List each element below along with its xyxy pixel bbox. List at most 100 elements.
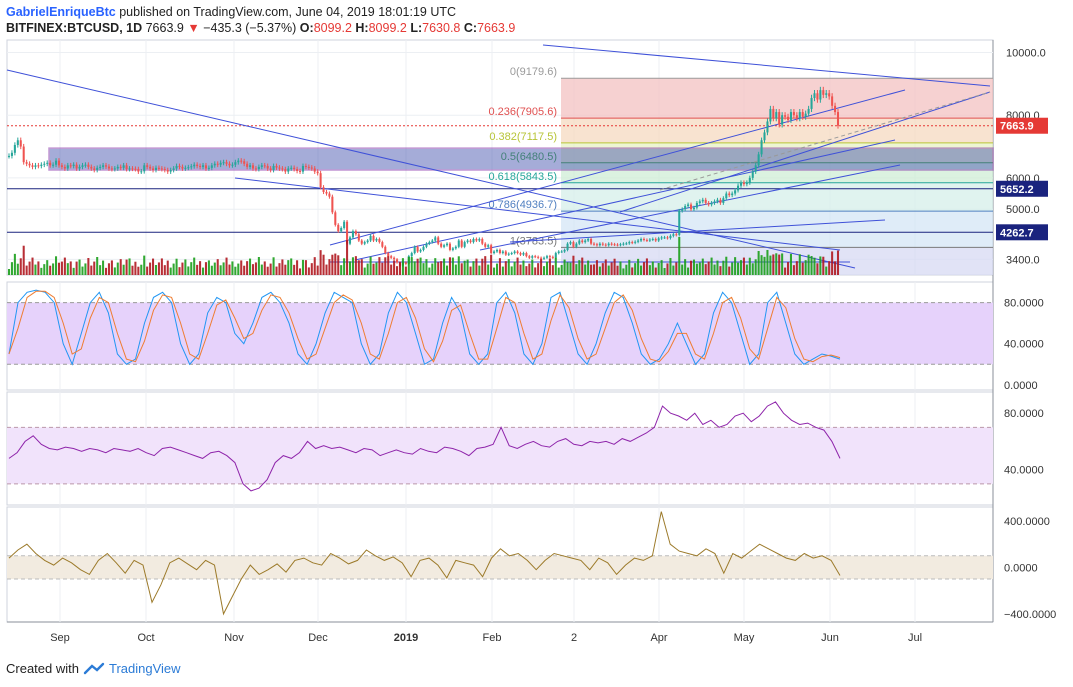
- volume-bar: [93, 261, 96, 275]
- candle-body: [613, 244, 616, 246]
- candle-body: [663, 237, 666, 239]
- volume-bar: [448, 257, 451, 275]
- candle-body: [487, 245, 490, 247]
- volume-bar: [96, 257, 99, 275]
- candle-body: [246, 163, 249, 167]
- volume-bar: [437, 262, 440, 275]
- volume-bar: [634, 263, 637, 275]
- down-arrow-icon: ▼: [187, 21, 200, 35]
- volume-bar: [119, 259, 122, 275]
- chart-canvas[interactable]: Sep Oct Nov Dec 2019 Feb 2 Apr May Jun Jul 3400.0 50…: [0, 0, 1073, 660]
- volume-bar: [795, 261, 798, 275]
- tradingview-brand[interactable]: TradingView: [108, 661, 181, 676]
- candle-body: [831, 96, 834, 106]
- candle-body: [757, 154, 760, 166]
- volume-bar: [66, 263, 69, 275]
- candle-body: [43, 163, 46, 165]
- fib-zone: [561, 118, 993, 143]
- volume-bar: [604, 259, 607, 275]
- candle-body: [734, 190, 737, 194]
- volume-bar: [193, 257, 196, 275]
- candle-body: [416, 246, 419, 252]
- volume-bar: [510, 266, 513, 275]
- candle-body: [284, 169, 287, 172]
- volume-bar: [763, 256, 766, 275]
- candle-body: [628, 242, 631, 244]
- candle-body: [163, 169, 166, 171]
- candle-body: [393, 257, 396, 260]
- volume-bar: [204, 262, 207, 275]
- candle-body: [460, 240, 463, 247]
- volume-bar: [672, 265, 675, 275]
- volume-bar: [102, 260, 105, 275]
- volume-bar: [372, 263, 375, 275]
- volume-bar: [542, 266, 546, 275]
- volume-bar: [334, 253, 337, 275]
- volume-bar: [122, 264, 125, 275]
- volume-bar: [251, 264, 255, 275]
- volume-bar: [360, 259, 363, 275]
- author-link[interactable]: GabrielEnriqueBtc: [6, 5, 116, 19]
- candle-body: [396, 259, 399, 263]
- volume-bar: [784, 267, 787, 275]
- candle-body: [172, 168, 175, 171]
- volume-bar: [607, 265, 610, 275]
- volume-bar: [84, 263, 87, 275]
- volume-bar: [393, 260, 396, 275]
- volume-bar: [413, 261, 416, 275]
- volume-bar: [404, 266, 407, 275]
- volume-bar: [37, 261, 40, 275]
- candle-body: [634, 241, 637, 243]
- candle-body: [451, 248, 454, 250]
- candle-body: [775, 112, 778, 119]
- candle-body: [193, 164, 196, 167]
- candle-body: [278, 167, 281, 169]
- volume-bar: [178, 267, 181, 275]
- volume-bar: [143, 255, 146, 275]
- fib-level-label: 0.5(6480.5): [501, 151, 557, 163]
- candle-body: [10, 152, 13, 156]
- candle-body: [316, 171, 319, 174]
- volume-bar: [146, 266, 149, 275]
- indicator-line: [8, 290, 841, 363]
- volume-bar: [457, 256, 460, 275]
- volume-bar: [640, 265, 643, 275]
- candle-body: [310, 167, 313, 169]
- candle-body: [331, 196, 334, 213]
- candle-body: [445, 243, 449, 246]
- candle-body: [707, 202, 710, 205]
- candle-body: [37, 165, 40, 167]
- indicator-band-fill: [7, 555, 993, 580]
- candle-body: [7, 155, 11, 157]
- volume-bar: [207, 260, 210, 275]
- volume-bar: [381, 262, 384, 275]
- volume-bar: [460, 263, 463, 275]
- candle-body: [528, 256, 531, 258]
- candle-body: [249, 165, 252, 167]
- symbol-label[interactable]: BITFINEX:BTCUSD, 1D: [6, 21, 143, 35]
- candle-body: [772, 108, 775, 119]
- candle-body: [281, 168, 284, 170]
- volume-bar: [692, 259, 695, 275]
- candle-body: [834, 105, 837, 113]
- price-axis-badge-text: 7663.9: [1000, 121, 1034, 133]
- candle-body: [387, 253, 390, 257]
- candle-body: [378, 238, 381, 243]
- candle-body: [296, 169, 299, 171]
- volume-bar: [678, 237, 681, 275]
- x-tick-label: Feb: [483, 632, 502, 644]
- volume-bar: [545, 261, 548, 275]
- candle-body: [493, 251, 496, 254]
- volume-bar: [425, 259, 428, 275]
- candle-body: [301, 165, 305, 172]
- volume-bar: [660, 260, 663, 275]
- indicator-y-tick-label: 400.0000: [1004, 516, 1050, 528]
- volume-bar: [275, 266, 278, 275]
- candle-body: [716, 199, 719, 202]
- volume-bar: [243, 265, 246, 275]
- y-tick-label: 3400.0: [1006, 254, 1040, 266]
- candle-body: [745, 182, 748, 185]
- candle-body: [257, 166, 260, 170]
- volume-bar: [540, 259, 543, 275]
- candle-body: [219, 162, 222, 165]
